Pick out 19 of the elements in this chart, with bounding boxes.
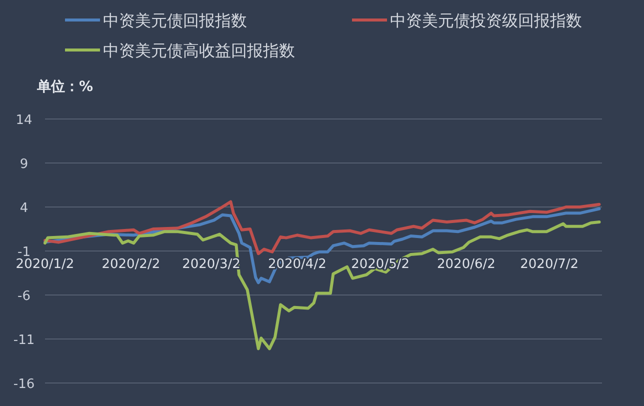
legend-item: 中资美元债回报指数: [65, 11, 247, 30]
x-tick-label: 2020/7/2: [520, 257, 579, 272]
y-tick-label: -16: [13, 377, 35, 392]
legend-item: 中资美元债高收益回报指数: [65, 41, 295, 60]
legend-label: 中资美元债投资级回报指数: [390, 11, 582, 30]
y-tick-label: 9: [20, 157, 28, 172]
y-tick-label: 14: [16, 113, 32, 128]
x-tick-label: 2020/6/2: [437, 257, 496, 272]
y-tick-label: -11: [13, 333, 35, 348]
legend-label: 中资美元债高收益回报指数: [103, 41, 295, 60]
y-tick-label: 4: [20, 201, 28, 216]
legend-label: 中资美元债回报指数: [103, 11, 247, 30]
line-series: [44, 200, 601, 256]
x-tick-label: 2020/1/2: [16, 257, 74, 272]
legend-item: 中资美元债投资级回报指数: [352, 11, 582, 30]
y-tick-label: -1: [18, 245, 30, 260]
y-axis-title: 单位：%: [36, 79, 94, 95]
y-tick-label: -6: [18, 289, 30, 304]
x-tick-label: 2020/2/2: [102, 257, 160, 272]
